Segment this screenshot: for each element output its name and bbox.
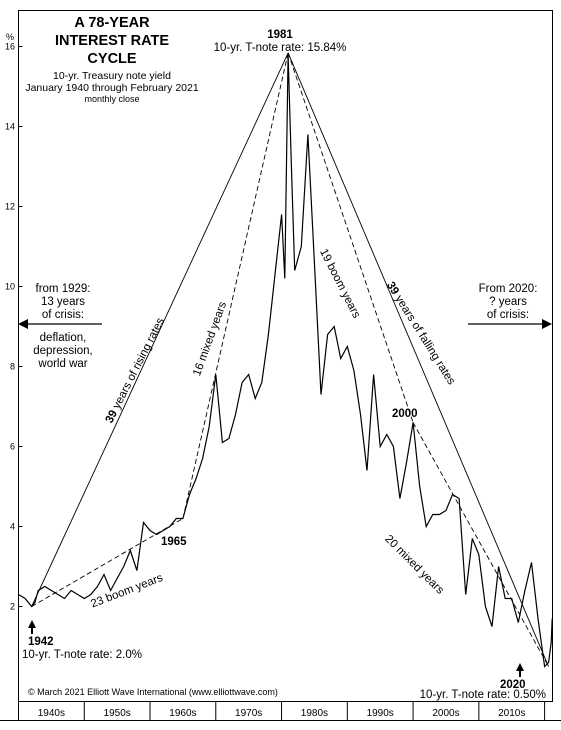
y-axis: % 2 4 6 8 10 12 14 16	[5, 32, 23, 612]
left-note-line-6: world war	[37, 358, 87, 370]
left-note-line-4: deflation,	[40, 332, 87, 344]
x-axis: 1940s 1950s 1960s 1970s 1980s 1990s 2000s 2010s	[18, 702, 546, 720]
y-tick-label: 12	[5, 202, 15, 212]
y-tick-label: 8	[10, 362, 15, 372]
title-line-3: CYCLE	[87, 51, 136, 67]
label-1965: 1965	[161, 536, 187, 548]
y-tick-label: 10	[5, 282, 15, 292]
y-tick-label: 16	[5, 42, 15, 52]
subtitle-line-1: 10-yr. Treasury note yield	[53, 70, 171, 82]
left-crisis-note: from 1929: 13 years of crisis: deflation…	[33, 283, 92, 370]
right-crisis-note: From 2020: ? years of crisis:	[479, 283, 538, 321]
left-note-line-1: from 1929:	[36, 283, 91, 295]
title-block: A 78-YEAR INTEREST RATE CYCLE 10-yr. Tre…	[25, 15, 199, 104]
yield-series-line	[18, 54, 553, 668]
mixed-years-2-label: 20 mixed years	[382, 533, 446, 597]
decade-label: 1980s	[301, 708, 328, 719]
title-line-1: A 78-YEAR	[74, 15, 150, 31]
rising-trend-line	[31, 52, 289, 607]
plot-frame	[18, 10, 553, 702]
trend-lines	[31, 52, 549, 667]
right-note-line-1: From 2020:	[479, 283, 538, 295]
decade-label: 2010s	[498, 708, 525, 719]
boom-years-2-label: 19 boom years	[317, 247, 362, 320]
decade-label: 1960s	[169, 708, 196, 719]
right-arrow-icon	[468, 319, 552, 329]
boom-trend-line-2	[287, 52, 414, 423]
peak-year-label: 1981	[267, 29, 293, 41]
y-tick-label: 6	[10, 442, 15, 452]
left-note-line-2: 13 years	[41, 296, 85, 308]
right-note-line-3: of crisis:	[487, 309, 529, 321]
rising-years-label: 39 years of rising rates	[104, 316, 168, 425]
low-1942-rate: 10-yr. T-note rate: 2.0%	[22, 649, 142, 661]
decade-label: 1940s	[38, 708, 65, 719]
label-2000: 2000	[392, 408, 418, 420]
y-axis-unit: %	[6, 32, 14, 42]
title-line-2: INTEREST RATE	[55, 33, 169, 49]
low-2020-rate: 10-yr. T-note rate: 0.50%	[420, 689, 546, 701]
peak-rate-label: 10-yr. T-note rate: 15.84%	[214, 42, 347, 54]
arrow-2020-icon	[516, 663, 524, 677]
mixed-trend-line-1	[182, 52, 289, 519]
falling-years-label: 39 years of falling rates	[384, 280, 457, 387]
copyright-note: © March 2021 Elliott Wave International …	[28, 687, 278, 697]
low-2020-year: 2020	[500, 679, 526, 691]
left-note-line-3: of crisis:	[42, 309, 84, 321]
subtitle-small: monthly close	[84, 94, 139, 104]
mixed-trend-line-2	[412, 422, 549, 667]
boom-years-1-label: 23 boom years	[89, 572, 165, 611]
right-note-line-2: ? years	[489, 296, 527, 308]
falling-trend-line	[287, 52, 549, 667]
decade-label: 1970s	[235, 708, 262, 719]
decade-label: 1990s	[367, 708, 394, 719]
subtitle-line-2: January 1940 through February 2021	[25, 82, 199, 94]
y-tick-label: 2	[10, 602, 15, 612]
y-tick-label: 14	[5, 122, 15, 132]
decade-label: 2000s	[432, 708, 459, 719]
left-note-line-5: depression,	[33, 345, 92, 357]
low-1942-year: 1942	[28, 636, 54, 648]
arrow-1942-icon	[28, 620, 36, 634]
left-arrow-icon	[18, 319, 102, 329]
decade-label: 1950s	[104, 708, 131, 719]
y-tick-label: 4	[10, 522, 15, 532]
